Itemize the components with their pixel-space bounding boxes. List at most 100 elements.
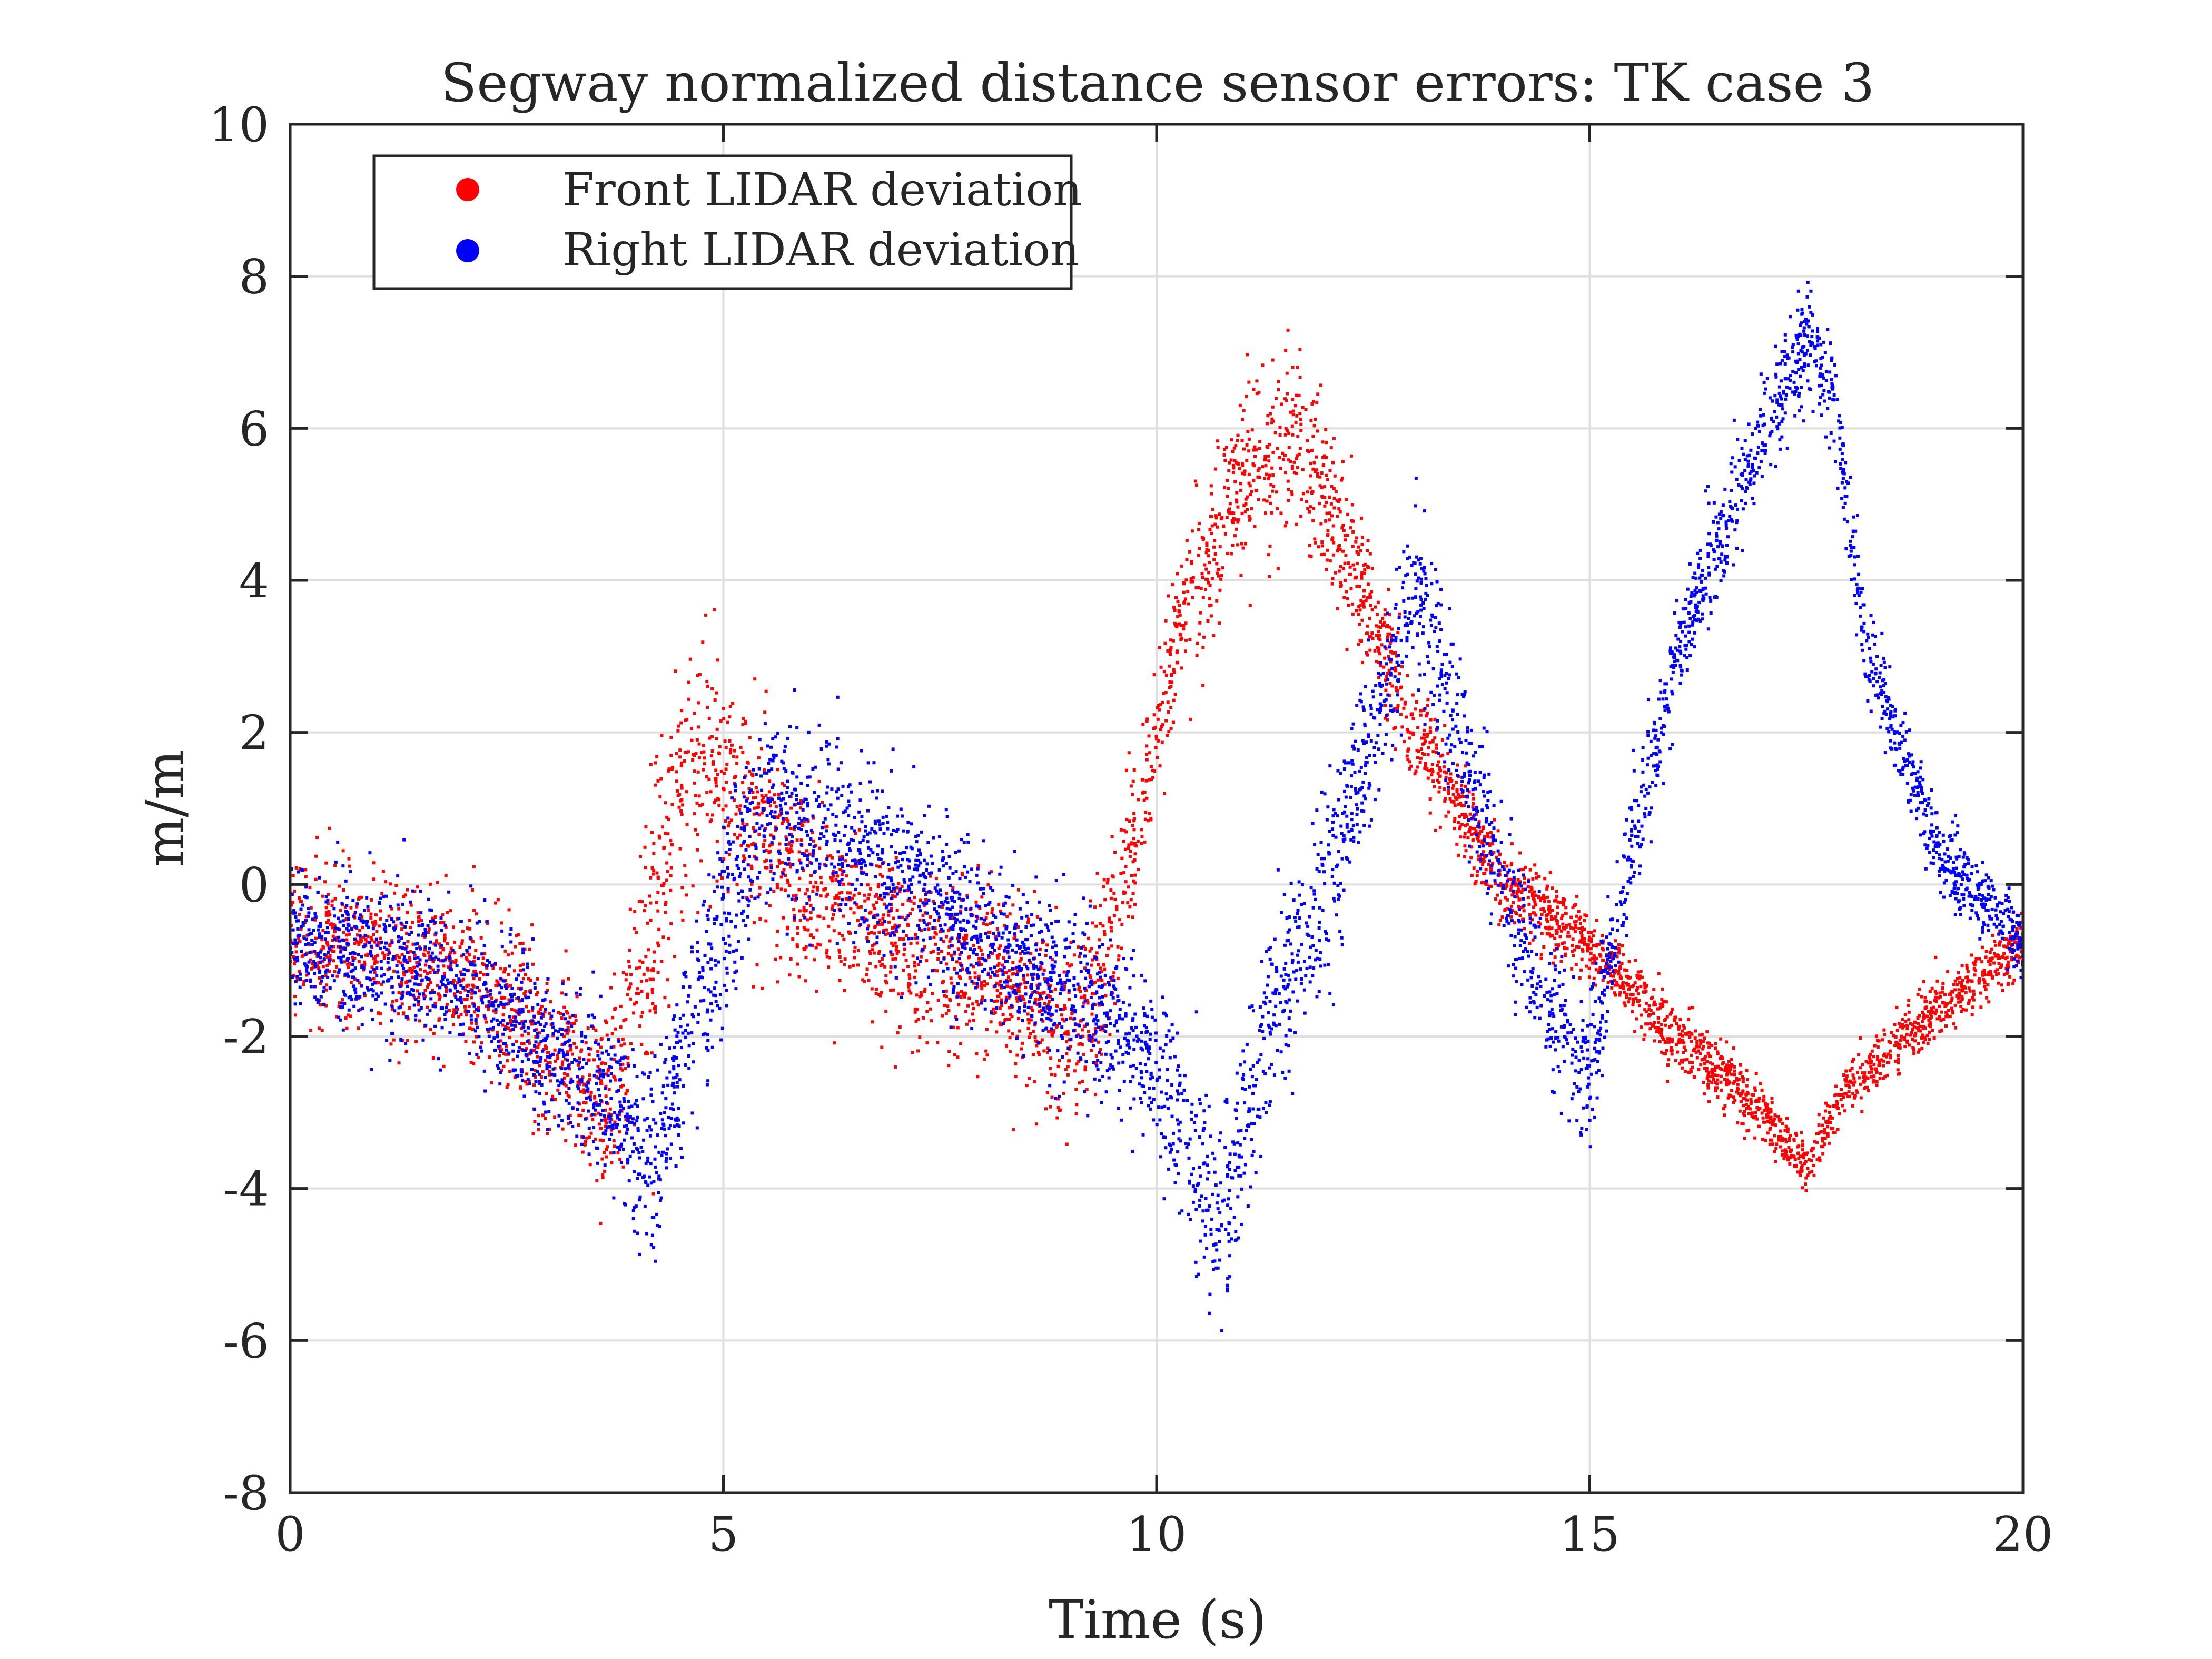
data-point [1088, 974, 1092, 977]
data-point [1617, 949, 1621, 953]
data-point [667, 817, 670, 821]
data-point [453, 960, 457, 964]
data-point [809, 911, 813, 914]
data-point [1911, 1038, 1914, 1041]
data-point [646, 1052, 649, 1055]
data-point [534, 1035, 538, 1039]
data-point [1839, 1098, 1843, 1101]
data-point [320, 1003, 324, 1006]
data-point [758, 886, 762, 890]
data-point [553, 1115, 557, 1119]
data-point [892, 916, 895, 920]
data-point [1398, 612, 1401, 616]
data-point [1447, 810, 1450, 814]
data-point [1853, 1080, 1857, 1084]
data-point [466, 926, 469, 930]
data-point [779, 887, 783, 891]
data-point [1214, 514, 1218, 518]
data-point [1583, 919, 1586, 922]
data-point [1704, 1055, 1708, 1059]
data-point [443, 936, 447, 940]
data-point [702, 750, 706, 754]
data-point [426, 985, 430, 989]
data-point [1627, 1000, 1631, 1004]
data-point [1391, 651, 1395, 655]
data-point [1607, 964, 1611, 967]
data-point [611, 1016, 615, 1020]
data-point [1007, 1029, 1011, 1033]
data-point [649, 918, 653, 922]
data-point [1346, 597, 1349, 600]
data-point [777, 858, 781, 862]
data-point [1171, 639, 1175, 643]
data-point [764, 827, 767, 831]
data-point [655, 755, 659, 758]
data-point [1658, 1040, 1662, 1044]
data-point [1684, 1048, 1688, 1052]
data-point [1062, 1008, 1065, 1011]
data-point [1798, 1171, 1802, 1175]
data-point [741, 717, 745, 720]
data-point [715, 840, 719, 843]
data-point [753, 855, 756, 858]
data-point [452, 1008, 456, 1012]
data-point [1709, 1061, 1712, 1065]
data-point [1361, 660, 1365, 664]
data-point [891, 867, 895, 871]
data-point [1364, 599, 1368, 603]
data-point [406, 940, 410, 943]
data-point [1009, 1050, 1012, 1053]
data-point [1556, 944, 1560, 947]
data-point [1705, 1030, 1709, 1034]
data-point [1803, 1182, 1807, 1186]
data-point [297, 896, 301, 900]
data-point [929, 874, 932, 878]
data-point [462, 998, 466, 1001]
data-point [1745, 1069, 1749, 1072]
data-point [1129, 898, 1133, 902]
data-point [557, 1011, 560, 1014]
data-point [1928, 990, 1932, 993]
data-point [751, 791, 755, 794]
data-point [665, 815, 669, 819]
data-point [1509, 904, 1513, 908]
data-point [1562, 926, 1565, 930]
data-point [1658, 1006, 1662, 1010]
data-point [640, 990, 644, 993]
data-point [693, 769, 696, 773]
data-point [979, 949, 983, 952]
data-point [1954, 1026, 1958, 1030]
data-point [372, 956, 376, 960]
data-point [1855, 1090, 1859, 1094]
data-point [1090, 1012, 1094, 1016]
data-point [470, 996, 473, 1000]
data-point [1846, 1084, 1850, 1088]
data-point [1092, 981, 1095, 985]
data-point [1144, 811, 1148, 814]
data-point [1236, 505, 1240, 509]
data-point [675, 779, 679, 783]
data-point [324, 1004, 328, 1008]
data-point [1723, 1069, 1727, 1073]
data-point [537, 1128, 540, 1131]
data-point [1400, 697, 1404, 701]
data-point [1836, 1128, 1840, 1131]
data-point [535, 993, 538, 996]
data-point [996, 964, 1000, 967]
data-point [1505, 907, 1509, 911]
data-point [946, 1004, 950, 1008]
data-point [1790, 1148, 1793, 1152]
data-point [546, 1132, 549, 1135]
data-point [1317, 502, 1321, 506]
data-point [756, 790, 759, 794]
data-point [815, 885, 819, 889]
data-point [1415, 700, 1418, 704]
data-point [1285, 399, 1288, 402]
data-point [963, 995, 966, 999]
data-point [778, 842, 782, 846]
data-point [1234, 444, 1238, 448]
data-point [533, 1120, 537, 1123]
data-point [1010, 1015, 1014, 1019]
data-point [1173, 693, 1177, 696]
data-point [1917, 1022, 1920, 1025]
